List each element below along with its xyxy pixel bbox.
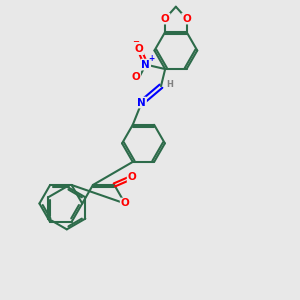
Text: O: O <box>121 199 129 208</box>
Text: O: O <box>161 14 170 24</box>
Text: O: O <box>182 14 191 24</box>
Text: N: N <box>142 60 150 70</box>
Text: O: O <box>131 72 140 82</box>
Text: O: O <box>128 172 136 182</box>
Text: N: N <box>137 98 146 107</box>
Text: O: O <box>135 44 144 54</box>
Text: +: + <box>149 54 155 63</box>
Text: −: − <box>132 37 139 46</box>
Text: H: H <box>166 80 173 89</box>
